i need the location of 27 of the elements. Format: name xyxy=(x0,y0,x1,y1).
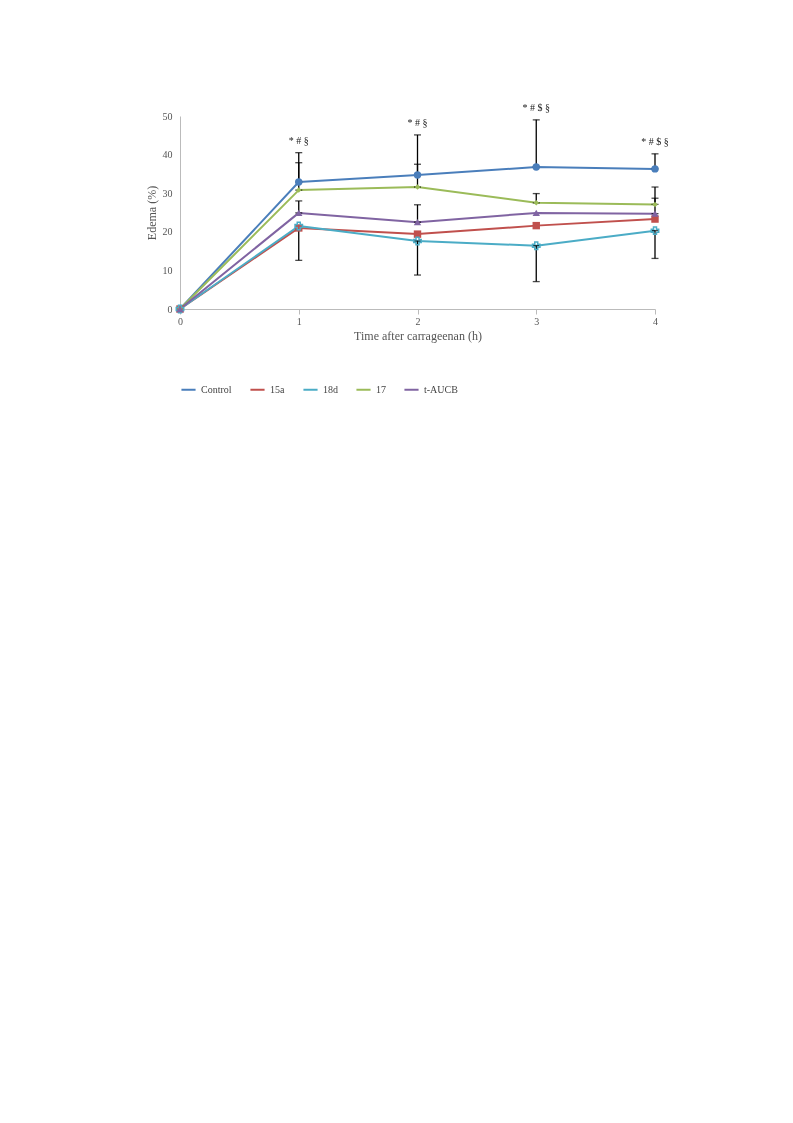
point xyxy=(650,226,660,236)
legend-label: 18d xyxy=(323,383,338,395)
x-axis-title: Time after carrageenan (h) xyxy=(354,328,482,343)
legend-label: Control xyxy=(201,383,232,395)
x-tick-label: 4 xyxy=(653,315,658,327)
point xyxy=(413,236,422,246)
y-tick-label: 30 xyxy=(162,187,173,199)
legend-label: t-AUCB xyxy=(424,383,459,395)
y-tick-label: 40 xyxy=(162,149,173,161)
y-tick-label: 50 xyxy=(162,110,173,122)
annotation: * # § xyxy=(407,117,428,129)
y-tick-label: 0 xyxy=(167,303,173,315)
point xyxy=(413,230,422,238)
legend-label: 15a xyxy=(270,383,285,395)
y-tick-label: 20 xyxy=(162,226,173,238)
y-axis-title: Edema (%) xyxy=(144,185,159,241)
text: * # $ § xyxy=(522,102,550,114)
x-tick-label: 0 xyxy=(178,315,183,327)
x-tick-label: 2 xyxy=(415,315,421,327)
point xyxy=(532,209,540,217)
annotation: * # $ § xyxy=(641,136,669,148)
point xyxy=(531,241,541,251)
annotation: * # § xyxy=(288,135,309,147)
x-tick-label: 3 xyxy=(534,315,540,327)
legend-label: 17 xyxy=(376,383,386,395)
y-tick-label: 10 xyxy=(162,264,173,276)
x-tick-label: 1 xyxy=(296,315,302,327)
